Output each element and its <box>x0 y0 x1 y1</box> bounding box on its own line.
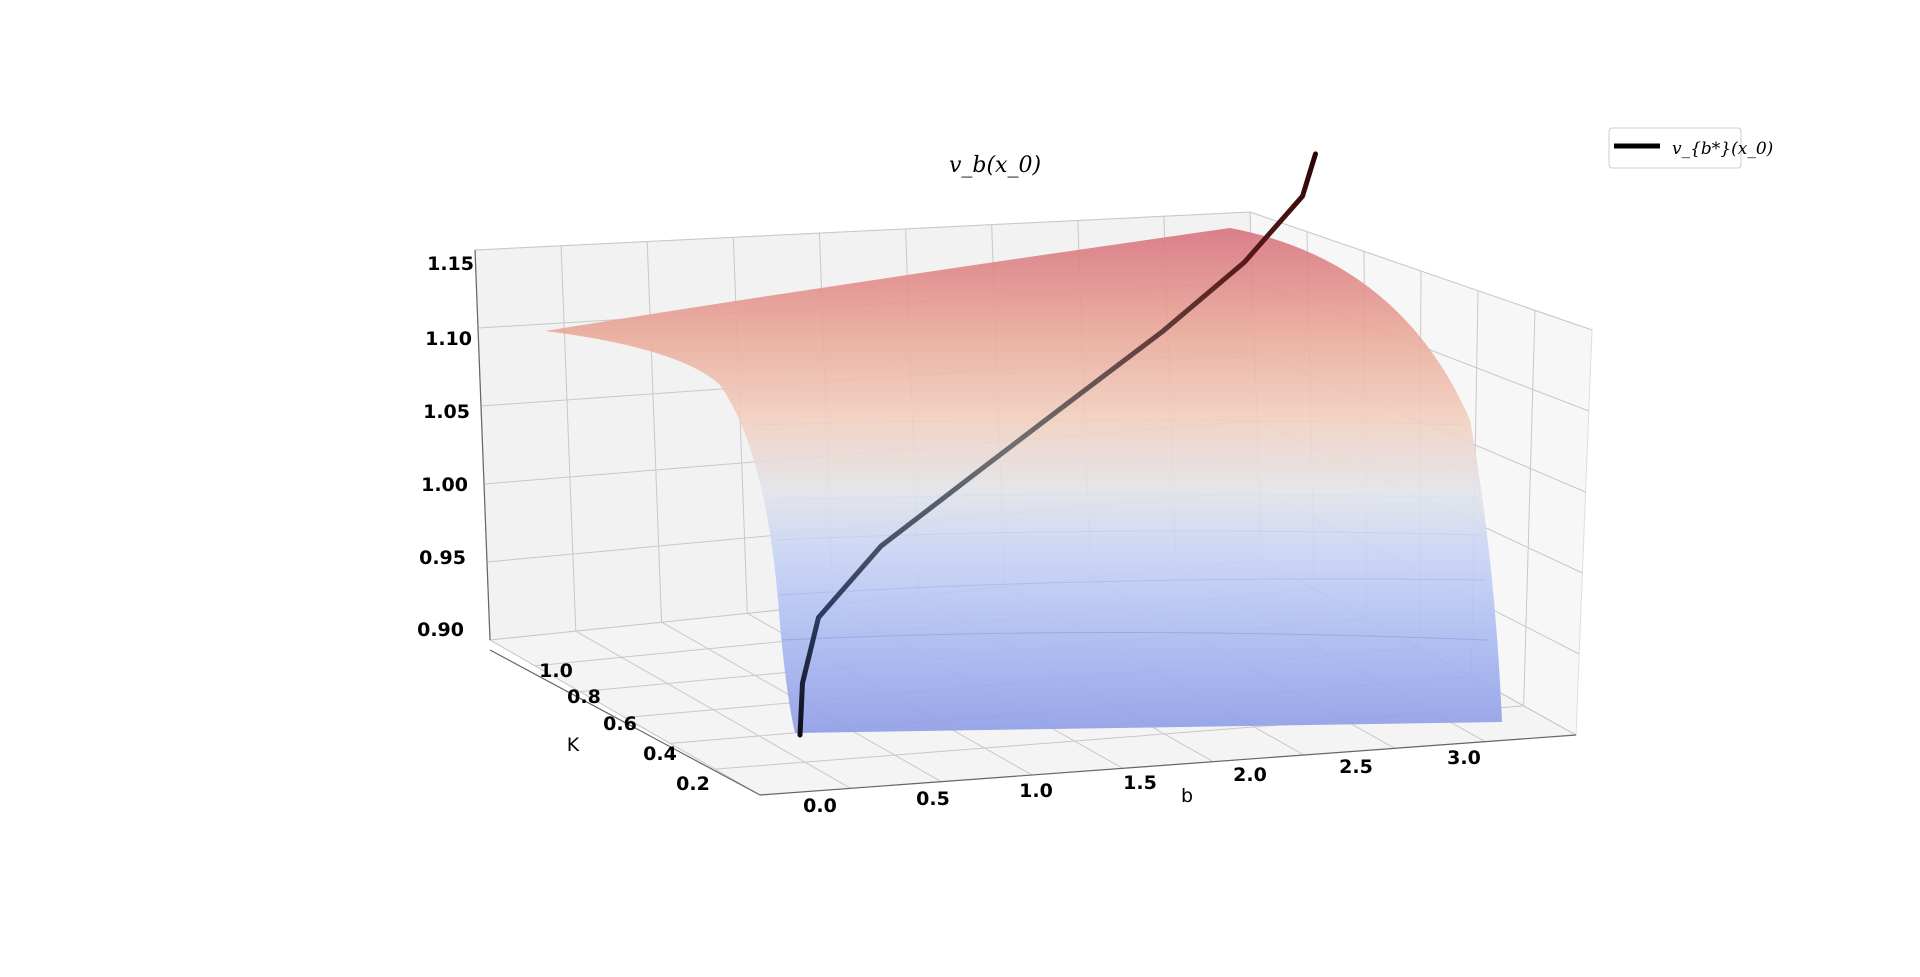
x-tick-label: 2.5 <box>1339 756 1373 778</box>
y-tick-label: 1.0 <box>539 660 573 682</box>
z-axis-line <box>474 249 491 641</box>
z-tick-label: 1.10 <box>425 328 472 350</box>
grid-line <box>474 211 1251 251</box>
surface-band <box>771 493 1479 501</box>
y-tick-label: 0.6 <box>603 713 637 735</box>
axis-lines <box>474 249 1577 796</box>
x-tick-label: 0.0 <box>803 795 837 817</box>
z-tick-labels: 0.90 0.95 1.00 1.05 1.10 1.15 <box>417 253 474 641</box>
y-axis-line <box>489 649 761 796</box>
y-axis-label: K <box>567 734 580 756</box>
legend: v_{b*}(x_0) <box>1608 127 1773 169</box>
z-tick-label: 1.15 <box>427 253 474 275</box>
grid-line <box>560 245 577 632</box>
grid-line <box>732 237 748 614</box>
x-tick-label: 1.0 <box>1019 780 1053 802</box>
x-tick-label: 3.0 <box>1447 747 1481 769</box>
y-tick-label: 0.8 <box>567 686 601 708</box>
grid-line <box>646 241 663 623</box>
value-surface <box>545 228 1502 733</box>
z-tick-label: 0.90 <box>417 619 464 641</box>
y-tick-labels: 0.2 0.4 0.60.8 1.0 <box>539 660 710 795</box>
y-tick-label: 0.2 <box>676 773 710 795</box>
x-tick-label: 0.5 <box>916 788 950 810</box>
surface-band <box>781 632 1489 641</box>
series-line-vb-star <box>797 151 1318 738</box>
x-axis-line <box>759 734 1577 796</box>
surface-band <box>751 419 1463 426</box>
grid-line <box>1523 310 1536 706</box>
surface-band <box>775 530 1483 541</box>
x-tick-labels: 0.0 0.5 1.0 1.5 2.0 2.5 3.0 <box>803 747 1481 817</box>
surface-band <box>779 578 1486 596</box>
legend-label: v_{b*}(x_0) <box>1672 139 1773 159</box>
x-axis-label: b <box>1181 785 1193 807</box>
x-tick-label: 1.5 <box>1123 772 1157 794</box>
surface-bands <box>751 419 1489 641</box>
legend-frame <box>1608 127 1742 169</box>
x-tick-label: 2.0 <box>1233 764 1267 786</box>
z-tick-label: 1.00 <box>421 474 468 496</box>
chart-title: v_b(x_0) <box>949 153 1041 178</box>
z-tick-label: 1.05 <box>423 401 470 423</box>
surface-band <box>765 459 1473 466</box>
y-tick-label: 0.4 <box>643 743 677 765</box>
z-tick-label: 0.95 <box>419 547 466 569</box>
